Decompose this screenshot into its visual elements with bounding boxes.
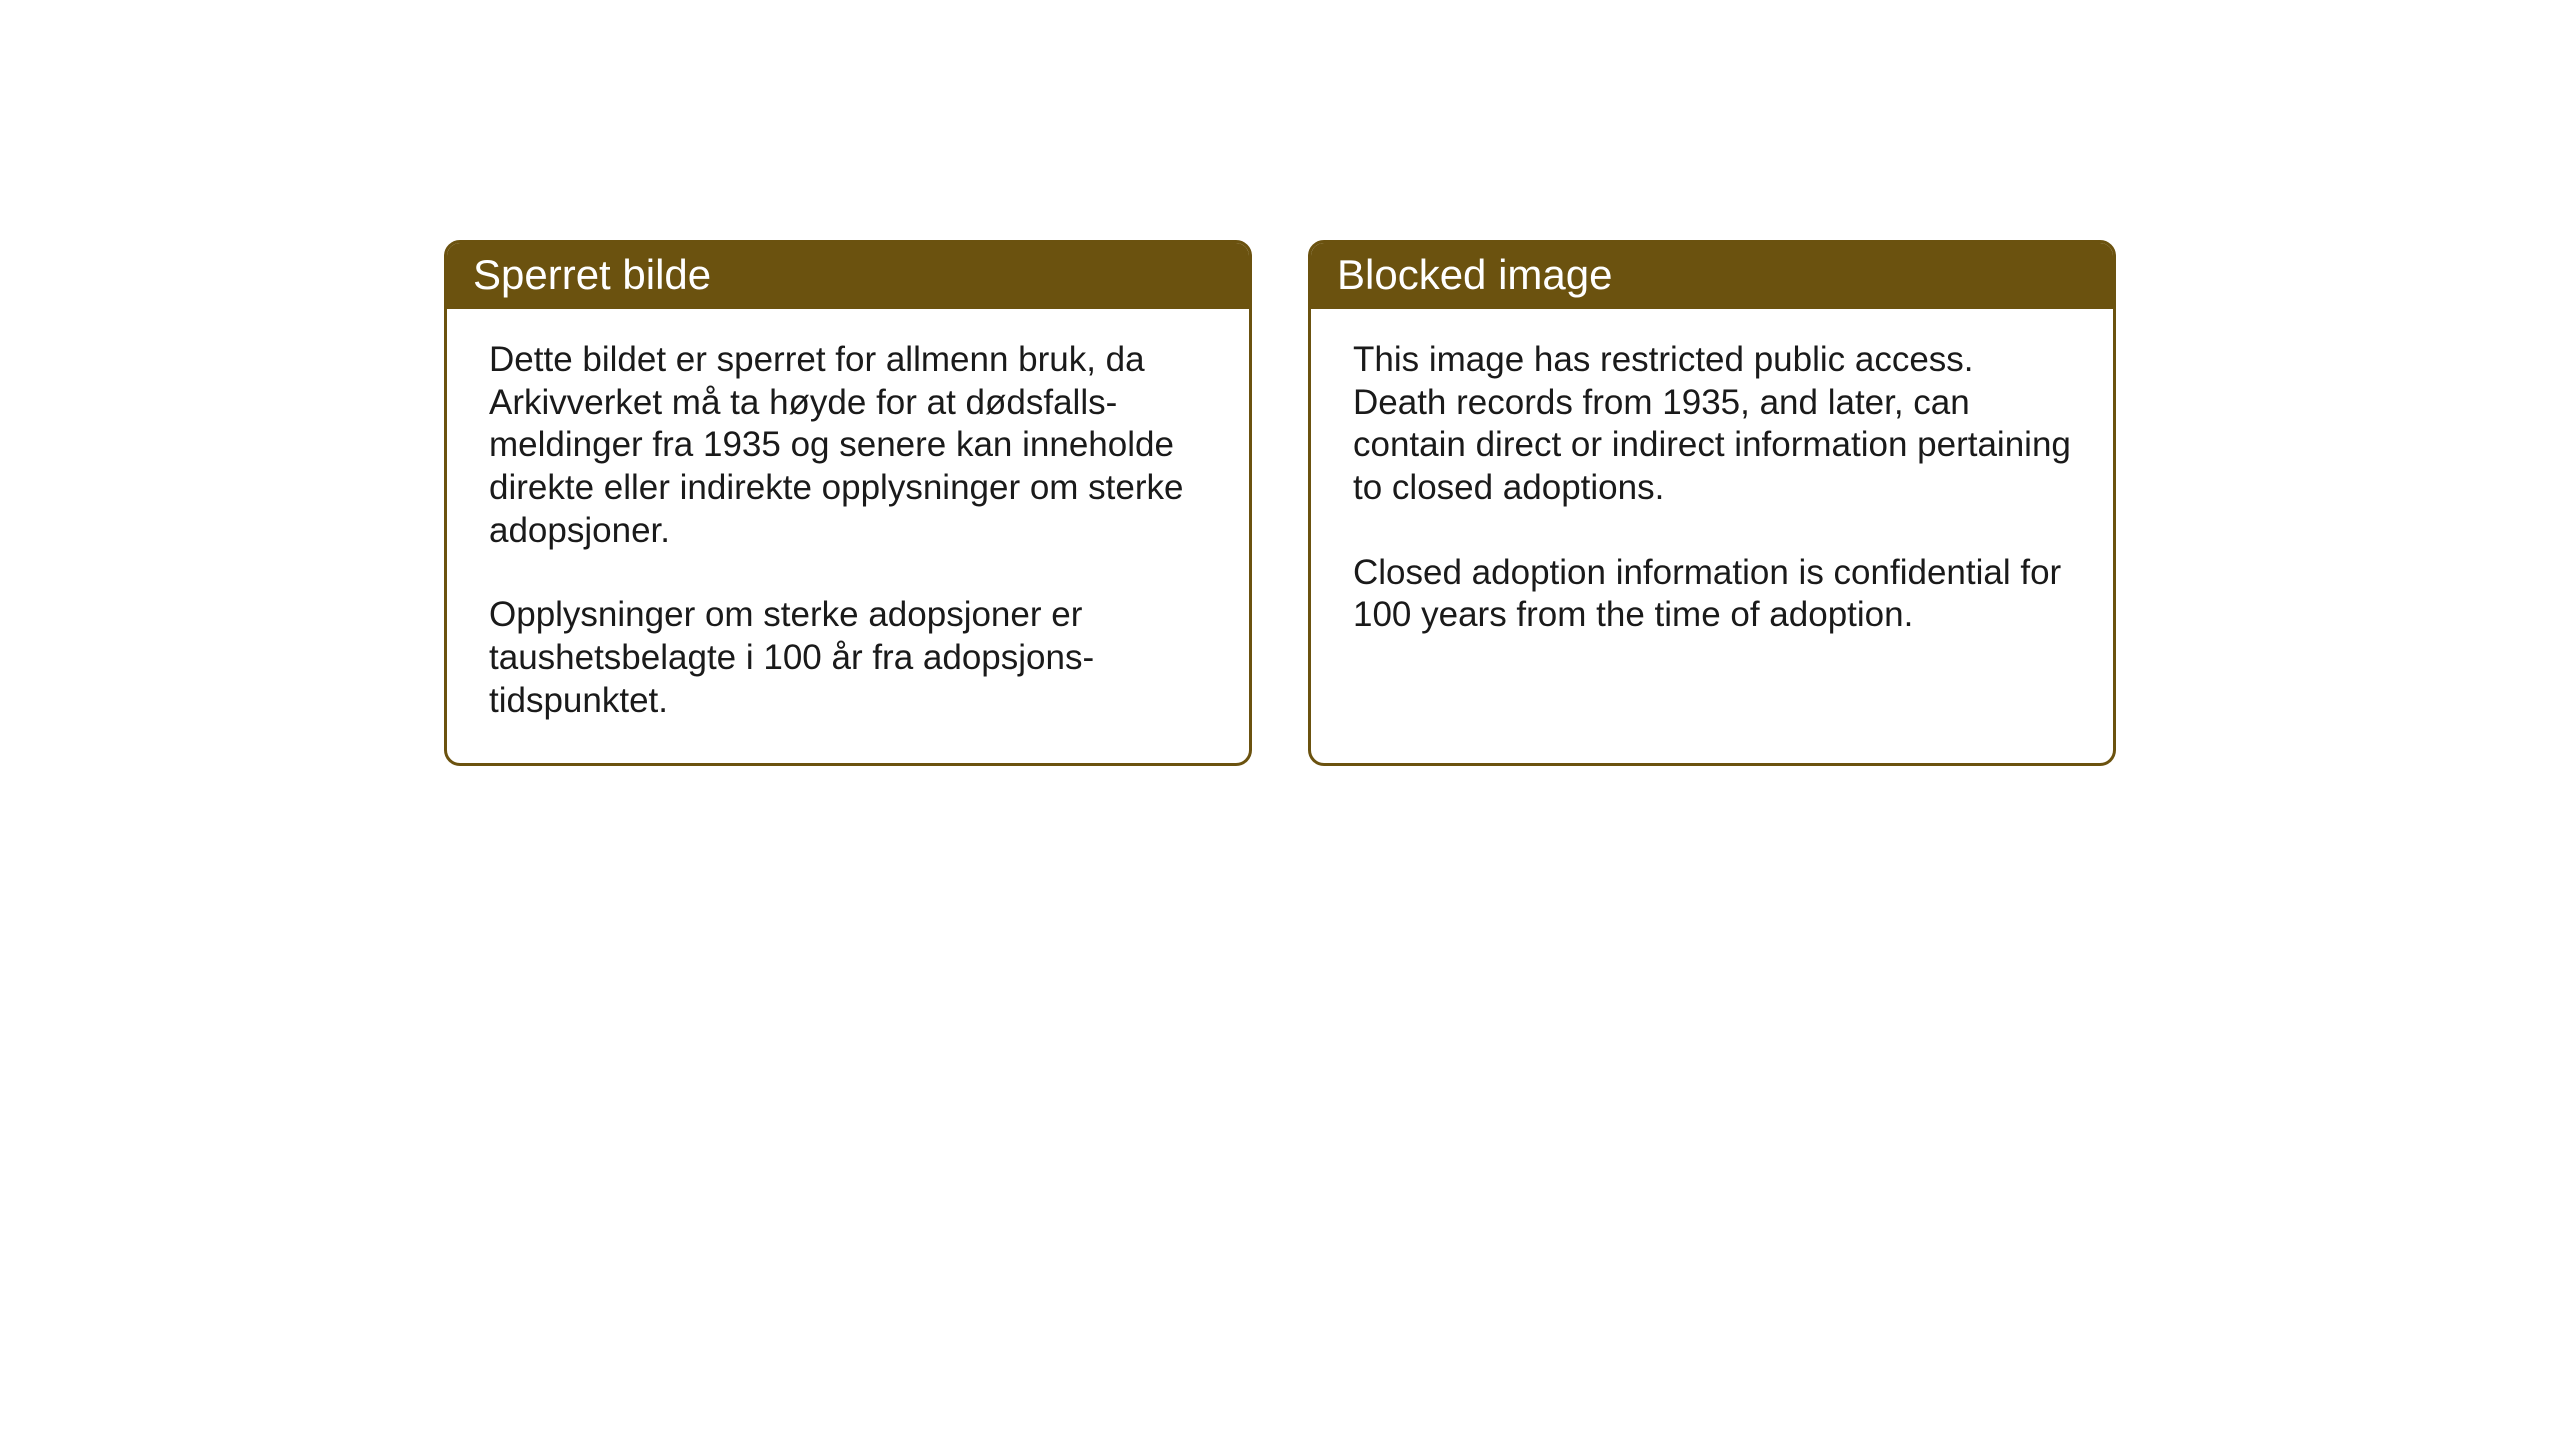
notice-header-norwegian: Sperret bilde — [447, 243, 1249, 309]
notice-title-norwegian: Sperret bilde — [473, 251, 1223, 299]
notice-paragraph-1-english: This image has restricted public access.… — [1353, 339, 2071, 510]
notice-container: Sperret bilde Dette bildet er sperret fo… — [0, 0, 2560, 766]
notice-body-norwegian: Dette bildet er sperret for allmenn bruk… — [447, 309, 1249, 763]
notice-paragraph-2-english: Closed adoption information is confident… — [1353, 552, 2071, 637]
notice-header-english: Blocked image — [1311, 243, 2113, 309]
notice-card-norwegian: Sperret bilde Dette bildet er sperret fo… — [444, 240, 1252, 766]
notice-title-english: Blocked image — [1337, 251, 2087, 299]
notice-card-english: Blocked image This image has restricted … — [1308, 240, 2116, 766]
notice-paragraph-2-norwegian: Opplysninger om sterke adopsjoner er tau… — [489, 594, 1207, 722]
notice-paragraph-1-norwegian: Dette bildet er sperret for allmenn bruk… — [489, 339, 1207, 552]
notice-body-english: This image has restricted public access.… — [1311, 309, 2113, 733]
